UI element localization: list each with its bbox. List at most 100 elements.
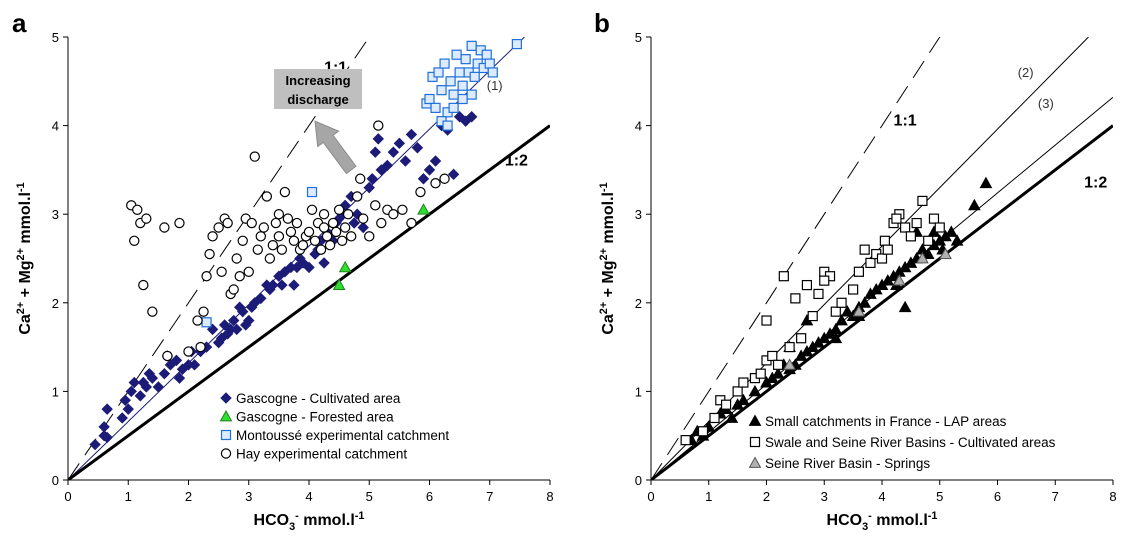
data-point [892, 274, 906, 286]
data-point [101, 403, 113, 415]
y-tick-label: 3 [635, 207, 642, 222]
data-point [267, 279, 279, 291]
data-point [192, 315, 203, 326]
data-point [853, 266, 865, 277]
reference-line-label: (1) [487, 78, 503, 93]
data-point [484, 58, 495, 69]
x-tick-label: 8 [1109, 489, 1116, 504]
data-point [216, 266, 227, 277]
data-point [460, 54, 471, 65]
data-point [159, 222, 170, 233]
x-tick-label: 5 [366, 489, 373, 504]
data-point [125, 385, 137, 398]
data-point [327, 217, 339, 229]
data-point [436, 85, 447, 96]
data-point [276, 279, 288, 291]
data-point [423, 164, 436, 176]
data-point [481, 49, 492, 60]
data-point [784, 342, 795, 353]
data-point [454, 67, 465, 78]
data-point [122, 403, 134, 415]
data-point [755, 368, 766, 379]
legend: Small catchments in France - LAP areas Sw… [748, 414, 1056, 471]
data-point [267, 240, 279, 251]
series-1 [680, 195, 945, 446]
data-point [439, 58, 450, 69]
legend-label: Gascogne - Cultivated area [236, 391, 401, 406]
annotation-text: Increasing [286, 73, 351, 88]
data-point [372, 133, 384, 145]
data-point [249, 151, 260, 162]
x-axis-label: HCO3- mmol.l-1 [827, 510, 938, 533]
series-3 [126, 120, 450, 362]
legend-marker [220, 429, 232, 441]
data-point [231, 253, 242, 264]
data-point [345, 231, 357, 242]
data-point [332, 278, 346, 290]
data-point [921, 247, 935, 259]
data-point [835, 313, 848, 326]
x-tick-label: 1 [125, 489, 132, 504]
data-point [324, 240, 336, 251]
data-point [448, 89, 459, 100]
y-tick-label: 1 [635, 384, 642, 399]
y-tick-label: 5 [52, 30, 59, 45]
data-point [405, 128, 418, 141]
y-tick-label: 5 [635, 30, 642, 45]
data-point [355, 173, 366, 184]
data-point [237, 305, 249, 318]
data-point [228, 284, 239, 295]
data-point [170, 354, 183, 367]
data-point [697, 426, 709, 437]
data-point [213, 222, 224, 233]
data-point [358, 213, 369, 224]
data-point [442, 120, 453, 131]
data-point [876, 253, 888, 264]
data-point [469, 71, 480, 82]
data-point [859, 244, 870, 255]
data-point [406, 217, 417, 229]
data-point [905, 231, 916, 242]
data-point [297, 240, 309, 251]
legend-label: Seine River Basin - Springs [765, 456, 930, 471]
data-point [234, 271, 245, 282]
data-point [276, 244, 288, 255]
data-point [465, 111, 478, 123]
reference-line-label: (3) [1038, 96, 1054, 111]
data-point [252, 244, 263, 255]
data-point [303, 226, 315, 238]
data-point [923, 235, 934, 246]
data-point [858, 296, 872, 308]
data-point [363, 181, 375, 194]
x-tick-label: 1 [705, 489, 712, 504]
data-point [174, 217, 185, 229]
data-point [222, 217, 233, 229]
data-point [288, 279, 300, 291]
data-point [891, 213, 902, 224]
legend-marker [219, 409, 233, 422]
data-point [279, 186, 291, 198]
y-tick-label: 3 [52, 207, 59, 222]
data-point [447, 168, 460, 181]
data-point [373, 120, 384, 131]
y-tick-label: 1 [52, 384, 59, 399]
data-point [761, 315, 772, 326]
x-tick-label: 3 [821, 489, 828, 504]
panel-label: a [12, 8, 27, 38]
data-point [852, 305, 866, 317]
data-point [928, 213, 940, 224]
reference-line-label: (2) [1018, 65, 1034, 80]
data-point [243, 266, 254, 277]
chart-panel-b: b 1:1 (2) (3) 1:2 0 1 2 3 4 5 6 7 8 0 1 2 3 4 5 HCO3- mmol.l… [594, 8, 1117, 533]
data-point [207, 231, 218, 242]
data-point [101, 431, 113, 444]
legend-marker [220, 448, 232, 459]
data-point [282, 213, 294, 224]
x-tick-label: 0 [647, 489, 654, 504]
data-point [339, 222, 351, 233]
data-point [451, 49, 462, 60]
data-point [285, 226, 297, 238]
data-point [424, 93, 435, 105]
data-point [306, 186, 318, 198]
